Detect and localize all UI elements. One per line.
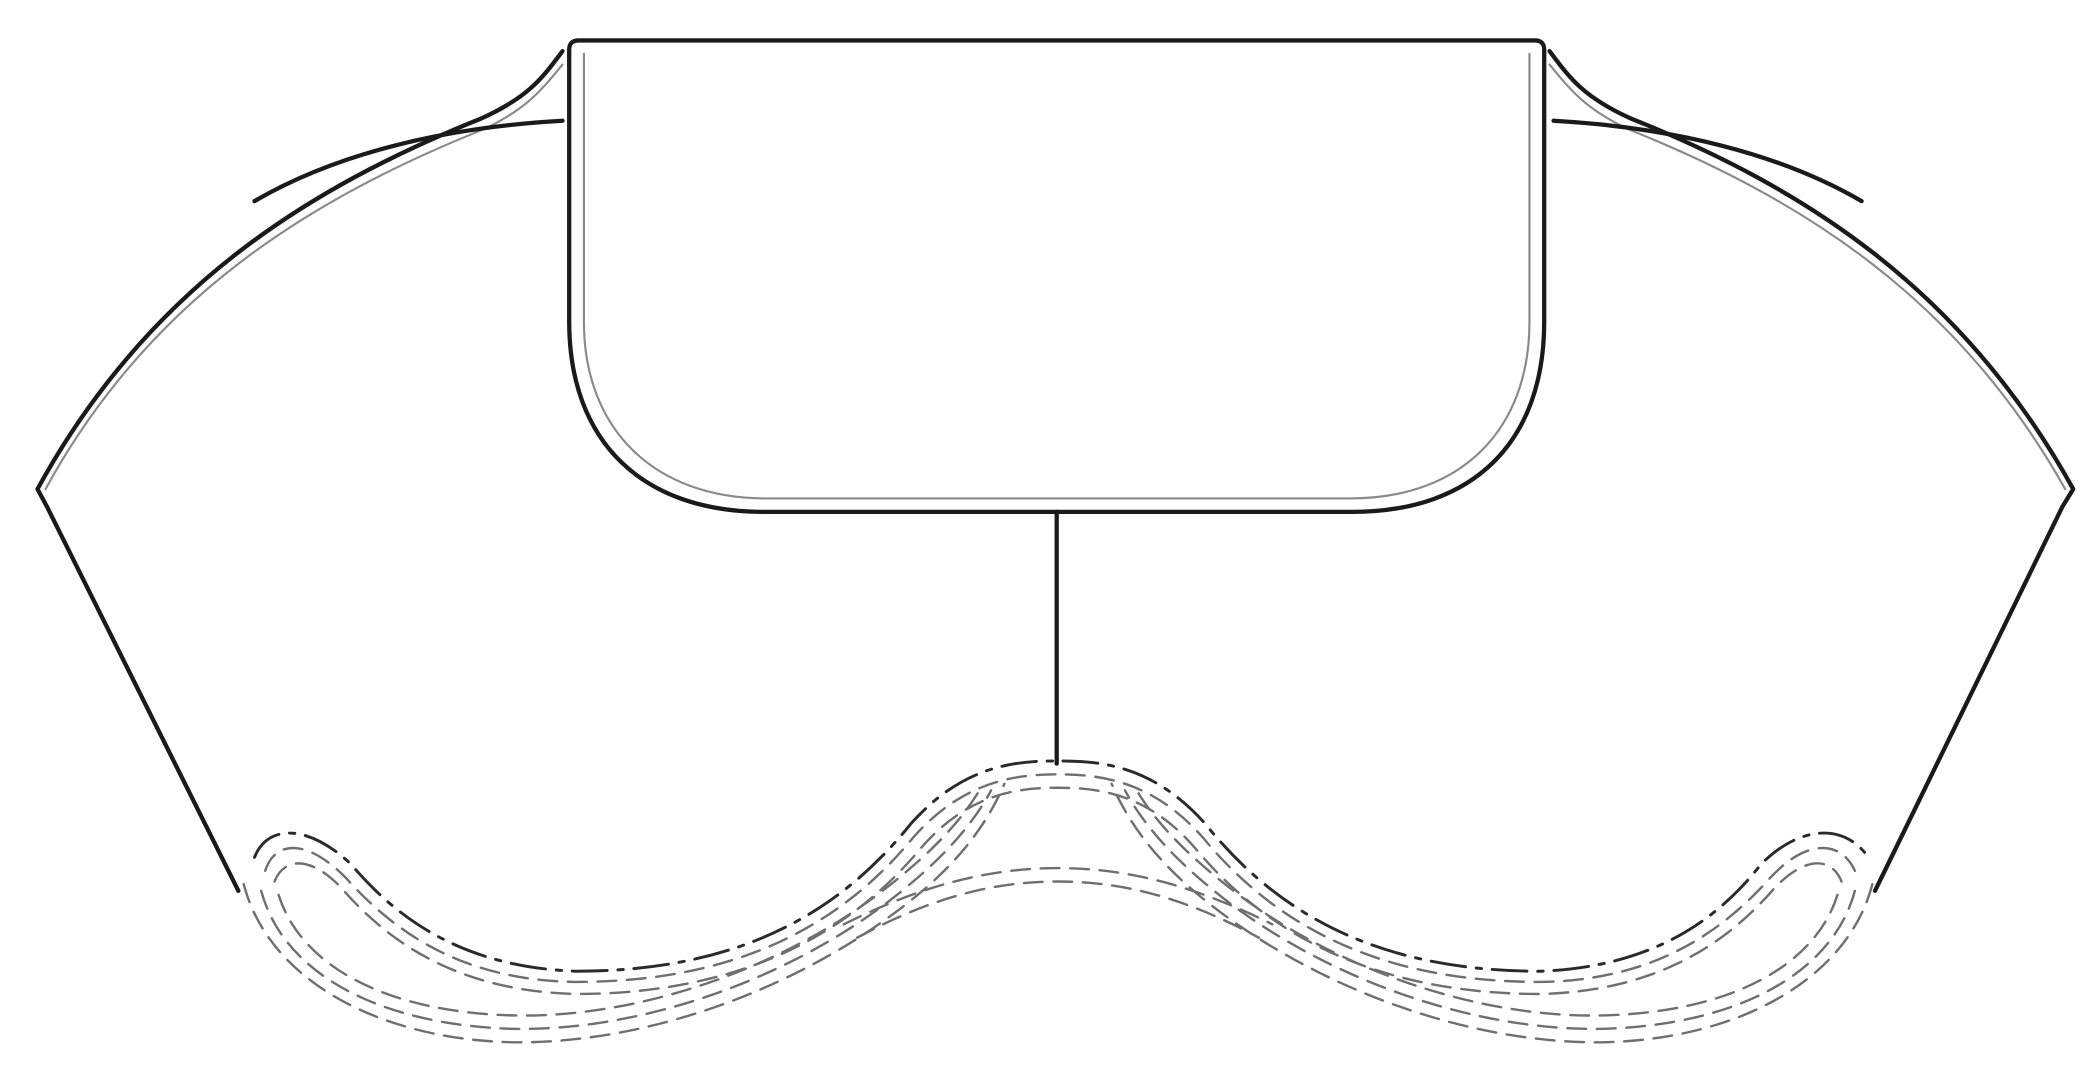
bottom-opening-phantom [252,759,1870,973]
top-panel-inner-line [582,52,1531,500]
hidden-loop-right-2 [1123,789,1857,1031]
hidden-loop-right-1 [1110,782,1874,1044]
top-panel [567,38,1547,514]
hidden-loop-left-1 [242,782,1006,1044]
inner-body-line-right [1548,63,2067,491]
hidden-loop-right-3 [1137,791,1839,1017]
bottom-opening-hidden-lines [242,773,1874,1044]
hidden-inner-channel-2 [855,880,1261,939]
left-shoulder-line [252,118,565,204]
outer-body-outline-right [1547,48,2076,894]
outer-body [35,48,2076,894]
hidden-loop-left-3 [277,791,979,1017]
hidden-inner-channel [842,866,1274,926]
right-shoulder-line [1551,118,1864,204]
outer-body-outline [35,48,565,894]
hidden-wave-2 [273,786,1843,996]
top-panel-outline [567,38,1547,514]
inner-body-contour [44,63,2067,491]
inner-body-line-left [44,63,564,491]
hidden-loop-left-2 [259,789,993,1031]
hidden-wave-1 [263,773,1857,984]
phantom-wave-outer [252,759,1870,973]
